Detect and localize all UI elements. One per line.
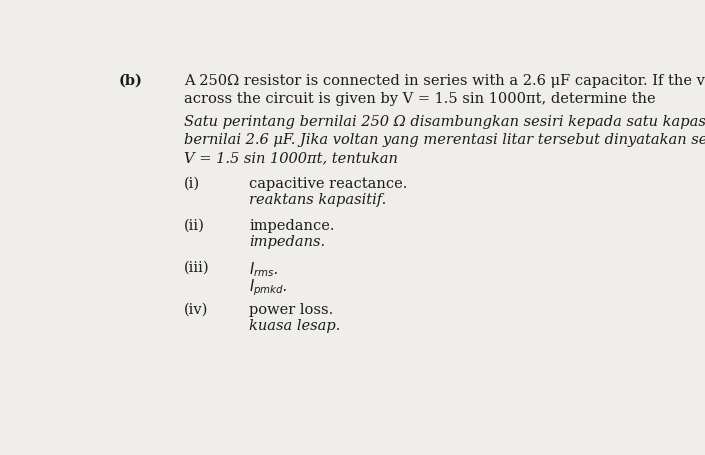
- Text: $I_{pmkd}$.: $I_{pmkd}$.: [250, 278, 288, 298]
- Text: (iii): (iii): [184, 261, 209, 275]
- Text: (i): (i): [184, 177, 200, 191]
- Text: (ii): (ii): [184, 218, 204, 233]
- Text: (iv): (iv): [184, 303, 208, 317]
- Text: impedance.: impedance.: [250, 218, 335, 233]
- Text: kuasa lesap.: kuasa lesap.: [250, 319, 341, 334]
- Text: reaktans kapasitif.: reaktans kapasitif.: [250, 193, 386, 207]
- Text: capacitive reactance.: capacitive reactance.: [250, 177, 407, 191]
- Text: (b): (b): [118, 74, 142, 88]
- Text: bernilai 2.6 μF. Jika voltan yang merentasi litar tersebut dinyatakan sebagai: bernilai 2.6 μF. Jika voltan yang merent…: [184, 133, 705, 147]
- Text: $I_{rms}$.: $I_{rms}$.: [250, 261, 278, 279]
- Text: impedans.: impedans.: [250, 235, 326, 249]
- Text: V = 1.5 sin 1000πt, tentukan: V = 1.5 sin 1000πt, tentukan: [184, 152, 398, 165]
- Text: across the circuit is given by V = 1.5 sin 1000πt, determine the: across the circuit is given by V = 1.5 s…: [184, 92, 656, 106]
- Text: Satu perintang bernilai 250 Ω disambungkan sesiri kepada satu kapasitor: Satu perintang bernilai 250 Ω disambungk…: [184, 115, 705, 129]
- Text: A 250Ω resistor is connected in series with a 2.6 μF capacitor. If the voltage: A 250Ω resistor is connected in series w…: [184, 74, 705, 88]
- Text: power loss.: power loss.: [250, 303, 333, 317]
